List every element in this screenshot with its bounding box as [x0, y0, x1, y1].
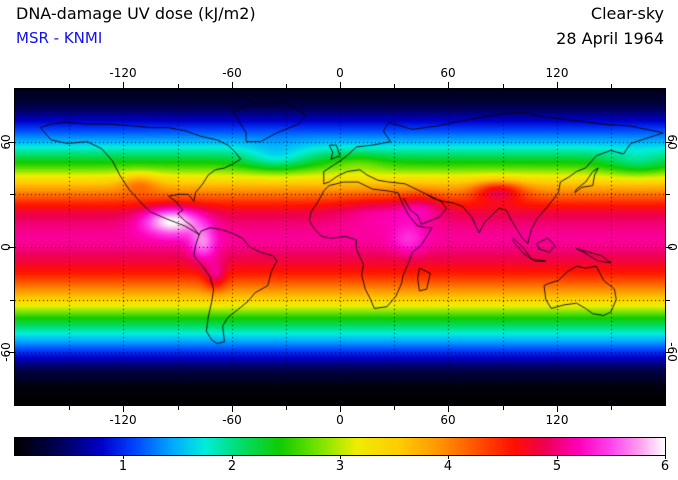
header-left: DNA-damage UV dose (kJ/m2) MSR - KNMI — [16, 4, 256, 47]
x-axis-tick — [557, 82, 558, 88]
colorbar-tick — [340, 456, 341, 459]
source-label: MSR - KNMI — [16, 29, 103, 47]
x-tick-label-top: 0 — [336, 66, 344, 80]
x-tick-label-bottom: 120 — [545, 413, 569, 427]
colorbar-tick-label: 1 — [118, 459, 128, 474]
colorbar-tick — [665, 456, 666, 459]
x-axis-tick — [232, 82, 233, 88]
x-axis-tick — [123, 406, 124, 412]
colorbar-tick-label: 6 — [660, 459, 670, 474]
x-axis-tick — [123, 82, 124, 88]
x-axis-tick — [340, 406, 341, 412]
x-axis-tick — [611, 406, 612, 410]
y-axis-tick — [8, 352, 14, 353]
page-title: DNA-damage UV dose (kJ/m2) — [16, 4, 256, 23]
date-label: 28 April 1964 — [556, 29, 664, 48]
y-axis-tick — [10, 300, 14, 301]
x-tick-label-top: -60 — [222, 66, 242, 80]
x-axis-tick — [232, 406, 233, 412]
x-axis-tick — [286, 406, 287, 410]
x-axis-tick — [611, 84, 612, 88]
colorbar-tick — [448, 456, 449, 459]
y-axis-tick — [666, 142, 672, 143]
y-tick-label-left: 60 — [0, 134, 13, 150]
x-axis-tick — [69, 84, 70, 88]
condition-label: Clear-sky — [590, 4, 664, 23]
colorbar-tick — [232, 456, 233, 459]
x-axis-tick — [448, 406, 449, 412]
y-axis-tick — [666, 352, 672, 353]
y-axis-tick — [10, 194, 14, 195]
x-axis-tick — [286, 84, 287, 88]
x-axis-tick — [394, 84, 395, 88]
y-axis-tick — [666, 247, 672, 248]
x-axis-tick — [448, 82, 449, 88]
x-tick-label-bottom: 60 — [440, 413, 456, 427]
colorbar-tick-label: 4 — [443, 459, 453, 474]
y-axis-tick — [666, 194, 670, 195]
colorbar-canvas — [15, 438, 665, 455]
x-tick-label-top: 60 — [440, 66, 456, 80]
x-axis-tick — [178, 84, 179, 88]
colorbar-tick-label: 5 — [552, 459, 562, 474]
x-tick-label-bottom: 0 — [336, 413, 344, 427]
y-axis-tick — [666, 300, 670, 301]
x-axis-tick — [340, 82, 341, 88]
y-tick-label-left: -60 — [0, 342, 13, 362]
y-tick-label-left: 0 — [0, 243, 13, 251]
y-tick-label-right: -60 — [665, 342, 678, 362]
colorbar-tick — [123, 456, 124, 459]
x-tick-label-top: -120 — [109, 66, 137, 80]
map-frame — [14, 88, 666, 406]
y-axis-tick — [8, 247, 14, 248]
x-tick-label-bottom: -120 — [109, 413, 137, 427]
colorbar-tick — [557, 456, 558, 459]
colorbar-tick-label: 2 — [227, 459, 237, 474]
colorbar-frame — [14, 437, 666, 456]
uv-heatmap-canvas — [15, 89, 665, 405]
y-tick-label-right: 60 — [665, 134, 678, 150]
y-axis-tick — [8, 142, 14, 143]
x-axis-tick — [503, 406, 504, 410]
y-tick-label-right: 0 — [665, 243, 678, 251]
x-axis-tick — [178, 406, 179, 410]
x-axis-tick — [503, 84, 504, 88]
x-axis-tick — [394, 406, 395, 410]
x-tick-label-top: 120 — [545, 66, 569, 80]
colorbar-tick-label: 3 — [335, 459, 345, 474]
header-right: Clear-sky 28 April 1964 — [556, 4, 664, 48]
x-axis-tick — [557, 406, 558, 412]
x-tick-label-bottom: -60 — [222, 413, 242, 427]
x-axis-tick — [69, 406, 70, 410]
